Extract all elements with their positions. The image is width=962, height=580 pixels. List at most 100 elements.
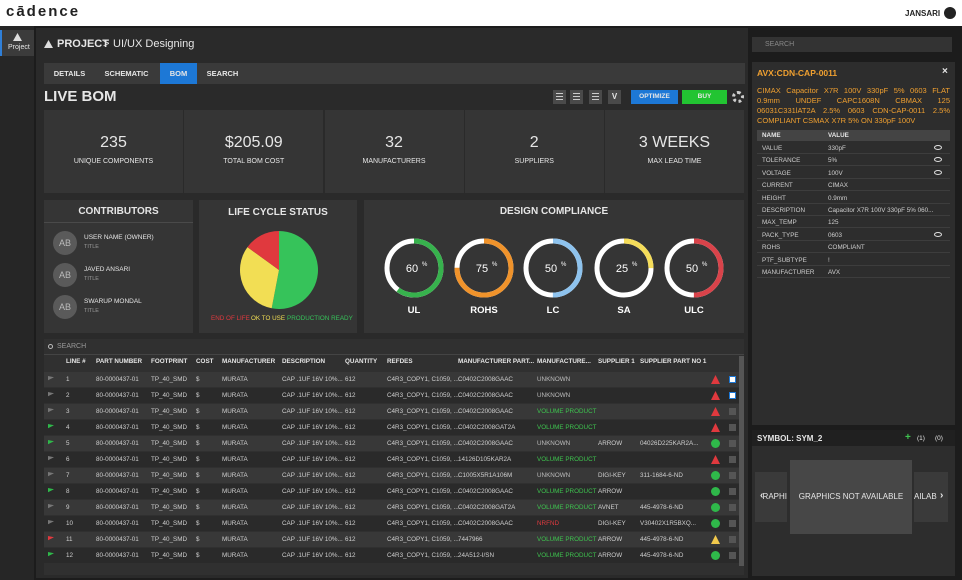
column-header[interactable]: FOOTPRINT	[151, 358, 188, 365]
table-cell: TP_40_SMD	[151, 504, 188, 511]
tab[interactable]: SEARCH	[206, 69, 239, 78]
row-flag[interactable]	[48, 504, 54, 509]
stat-card	[324, 110, 464, 193]
toolbar-icon[interactable]	[589, 90, 602, 104]
row-checkbox[interactable]	[729, 488, 736, 495]
row-checkbox[interactable]	[729, 424, 736, 431]
row-checkbox[interactable]	[729, 440, 736, 447]
table-row[interactable]	[44, 436, 739, 451]
eye-icon[interactable]	[934, 169, 942, 175]
table-cell: CAP .1UF 16V 10%...	[282, 424, 343, 431]
table-row[interactable]	[44, 452, 739, 467]
row-flag[interactable]	[48, 424, 54, 429]
add-button[interactable]: +	[905, 432, 911, 443]
prop-value: AVX	[828, 269, 841, 276]
view-button[interactable]: V	[608, 90, 621, 104]
row-flag[interactable]	[48, 440, 54, 445]
column-header[interactable]: MANUFACTURE...	[537, 358, 591, 365]
thumb-left[interactable]: RAPHI	[755, 472, 787, 522]
count-a[interactable]: (1)	[917, 435, 925, 442]
table-cell: MURATA	[222, 456, 248, 463]
table-cell: C0402C2008GAAC	[458, 376, 513, 383]
column-header[interactable]: REFDES	[387, 358, 413, 365]
ring-value	[664, 238, 724, 298]
row-checkbox[interactable]	[729, 520, 736, 527]
stat-card	[184, 110, 324, 193]
column-header[interactable]: SUPPLIER PART NO 1	[640, 358, 707, 365]
table-row[interactable]	[44, 516, 739, 531]
row-flag[interactable]	[48, 456, 54, 461]
table-search[interactable]: SEARCH	[57, 343, 87, 350]
row-checkbox[interactable]	[729, 408, 736, 415]
user-avatar[interactable]	[944, 7, 956, 19]
row-flag[interactable]	[48, 536, 54, 541]
table-cell: 4	[66, 424, 70, 431]
row-flag[interactable]	[48, 376, 54, 381]
close-button[interactable]: ×	[942, 66, 948, 77]
count-b[interactable]: (0)	[935, 435, 943, 442]
tab[interactable]: DETAILS	[53, 69, 86, 78]
right-search[interactable]	[752, 37, 952, 52]
scrollbar[interactable]	[739, 356, 744, 566]
tab[interactable]: SCHEMATIC	[104, 69, 149, 78]
row-checkbox[interactable]	[729, 536, 736, 543]
row-flag[interactable]	[48, 552, 54, 557]
row-checkbox[interactable]	[729, 376, 736, 383]
row-checkbox[interactable]	[729, 456, 736, 463]
table-row[interactable]	[44, 404, 739, 419]
tab[interactable]: BOM	[160, 63, 197, 84]
table-cell: MURATA	[222, 504, 248, 511]
table-cell: C1005X5R1A106M	[458, 472, 513, 479]
table-cell: $	[196, 392, 200, 399]
column-header[interactable]: SUPPLIER 1	[598, 358, 635, 365]
row-checkbox[interactable]	[729, 552, 736, 559]
prev-button[interactable]: ‹	[760, 490, 764, 501]
eye-icon[interactable]	[934, 231, 942, 237]
column-header[interactable]: LINE #	[66, 358, 86, 365]
column-header[interactable]: MANUFACTURER PART...	[458, 358, 535, 365]
table-row[interactable]	[44, 500, 739, 515]
toolbar-icon[interactable]	[570, 90, 583, 104]
table-row[interactable]	[44, 372, 739, 387]
row-flag[interactable]	[48, 488, 54, 493]
settings-button[interactable]	[732, 91, 744, 103]
table-row[interactable]	[44, 532, 739, 547]
table-row[interactable]	[44, 484, 739, 499]
table-cell: C4R3_COPY1, C1059, ...	[387, 536, 459, 543]
column-header[interactable]: COST	[196, 358, 214, 365]
table-cell: C4R3_COPY1, C1059, ...	[387, 440, 459, 447]
sidebar-label[interactable]: Project	[8, 44, 30, 51]
right-search-text[interactable]: SEARCH	[765, 41, 795, 48]
row-flag[interactable]	[48, 520, 54, 525]
breadcrumb-root[interactable]: PROJECT	[57, 38, 109, 50]
logo[interactable]: cādence	[6, 3, 81, 20]
column-header[interactable]: PART NUMBER	[96, 358, 143, 365]
row-checkbox[interactable]	[729, 504, 736, 511]
row-checkbox[interactable]	[729, 392, 736, 399]
ring-value	[454, 238, 514, 298]
table-cell: 445-4978-6-ND	[640, 552, 684, 559]
row-flag[interactable]	[48, 392, 54, 397]
next-button[interactable]: ›	[940, 490, 944, 501]
column-header[interactable]: DESCRIPTION	[282, 358, 326, 365]
table-cell: 04026D225KAR2A...	[640, 440, 699, 447]
toolbar-icon[interactable]	[553, 90, 566, 104]
table-row[interactable]	[44, 468, 739, 483]
column-header[interactable]: MANUFACTURER	[222, 358, 276, 365]
user-name[interactable]: JANSARI	[905, 9, 941, 18]
table-row[interactable]	[44, 388, 739, 403]
row-flag[interactable]	[48, 408, 54, 413]
row-flag[interactable]	[48, 472, 54, 477]
column-header[interactable]: QUANTITY	[345, 358, 378, 365]
thumb-right[interactable]: AILAB	[914, 472, 948, 522]
buy-button[interactable]: BUY	[682, 90, 727, 104]
eye-icon[interactable]	[934, 145, 942, 150]
table-cell: 311-1684-6-ND	[640, 472, 683, 479]
table-row[interactable]	[44, 420, 739, 435]
row-checkbox[interactable]	[729, 472, 736, 479]
table-row[interactable]	[44, 548, 739, 563]
optimize-button[interactable]: OPTIMIZE	[631, 90, 678, 104]
eye-icon[interactable]	[934, 157, 942, 163]
table-cell: VOLUME PRODUCT	[537, 552, 597, 559]
